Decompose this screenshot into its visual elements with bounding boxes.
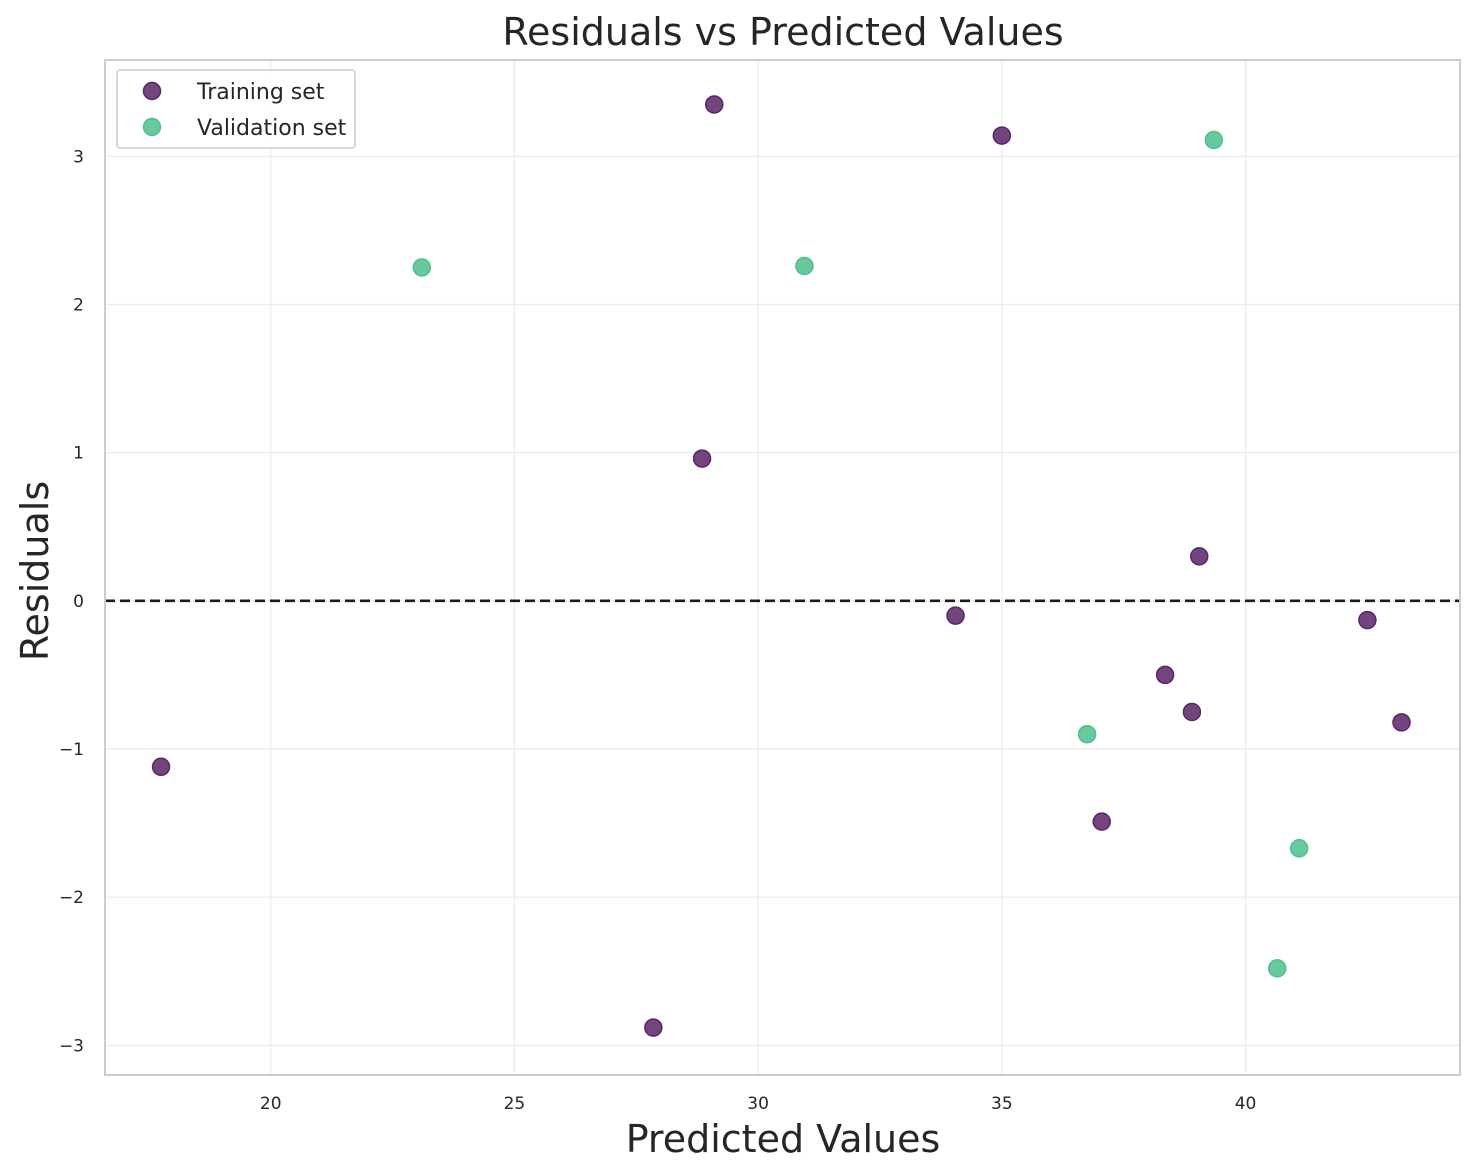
y-axis-label: Residuals [13,481,57,661]
plot-frame [104,59,1461,1076]
training-set-point [992,126,1012,145]
y-tick-label: −1 [59,740,84,760]
validation-set-point [1267,959,1287,978]
training-set-point [1182,702,1202,722]
x-tick-label: 35 [991,1094,1013,1114]
legend-box [116,69,356,149]
validation-set-point [1204,130,1224,150]
y-tick-label: 3 [73,147,84,167]
y-tick-label: 0 [73,592,84,612]
legend-marker-training-set [142,81,162,101]
training-set-point [644,1018,663,1037]
training-set-point [1092,812,1112,831]
training-set-point [1155,665,1175,685]
training-set-point [1358,610,1377,630]
legend: Training set Validation set [116,69,356,149]
legend-label-validation-set: Validation set [197,116,347,141]
training-set-point [1392,713,1411,732]
validation-set-point [1289,839,1309,858]
y-tick-label: −3 [59,1036,84,1056]
plot-area: 20 25 30 35 40 −3 −2 −1 0 1 2 3 [59,59,1461,1114]
x-tick-label: 20 [260,1094,282,1114]
training-set-point [151,757,171,777]
legend-marker-validation-set [142,117,162,137]
x-tick-label: 25 [504,1094,526,1114]
validation-set-point [1077,724,1097,744]
y-tick-label: 2 [73,295,84,315]
training-set-point [692,449,712,468]
y-tick-label: −2 [59,888,84,908]
x-tick-label: 30 [747,1094,769,1114]
legend-label-training-set: Training set [196,80,325,105]
chart-title: Residuals vs Predicted Values [502,10,1063,54]
training-set-point [1189,547,1209,566]
y-tick-label: 1 [73,444,84,464]
training-set-point [705,95,724,114]
validation-set-point [412,258,432,277]
training-set-point [946,606,965,625]
validation-set-point [795,256,814,276]
x-tick-label: 40 [1235,1094,1257,1114]
x-axis-label: Predicted Values [626,1117,941,1161]
